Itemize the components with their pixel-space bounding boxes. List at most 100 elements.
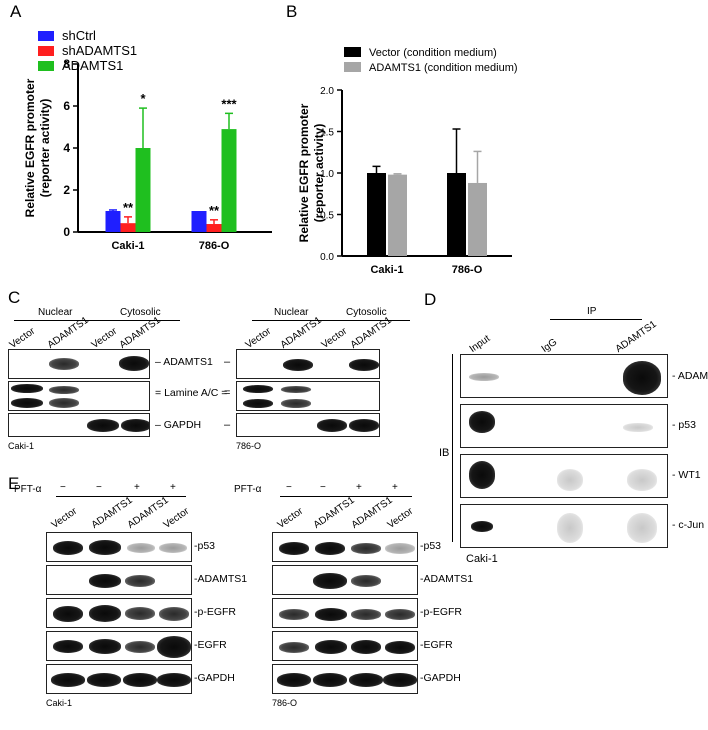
treatment-sign: + <box>392 482 398 493</box>
blot-c-left-gapdh <box>8 413 150 437</box>
blot-e-right-egfr <box>272 631 418 661</box>
bar <box>447 173 466 256</box>
group-label-nuclear: Nuclear <box>274 307 309 318</box>
lane-label: Vector <box>319 325 350 351</box>
legend-label: shCtrl <box>62 28 96 43</box>
cell-line-label: 786-O <box>236 441 262 451</box>
treatment-label: PFT-α <box>234 484 262 495</box>
y-axis-label: (reporter activity) <box>312 124 326 223</box>
x-tick-label: Caki-1 <box>111 240 144 252</box>
tick-mark: – <box>224 419 231 431</box>
legend-swatch <box>38 31 54 41</box>
marker-label: - p53 <box>672 419 696 431</box>
blot-c-right-lamine <box>236 381 380 411</box>
y-axis-label: (reporter activity) <box>38 99 52 198</box>
lane-label: ADAMTS1 <box>613 318 659 355</box>
y-axis-label: Relative EGFR promoter <box>297 103 311 242</box>
legend-label: shADAMTS1 <box>62 43 137 58</box>
group-underline <box>14 320 104 321</box>
marker-label: -EGFR <box>420 639 453 651</box>
cell-line-label: Caki-1 <box>466 553 498 565</box>
treatment-sign: − <box>96 482 102 493</box>
marker-label: -ADAMTS1 <box>194 573 248 585</box>
lane-label: Input <box>467 333 493 355</box>
y-tick-label: 0.0 <box>320 252 334 263</box>
cell-line-label: Caki-1 <box>46 698 73 708</box>
marker-label: -ADAMTS1 <box>420 573 474 585</box>
marker-label: -p53 <box>194 540 216 552</box>
blot-e-right-p53 <box>272 532 418 562</box>
treatment-sign: + <box>170 482 176 493</box>
blot-d-cjun <box>460 504 668 548</box>
bar <box>388 174 407 256</box>
marker-label: -GAPDH <box>194 672 235 684</box>
blot-e-left-pegfr <box>46 598 192 628</box>
blot-c-right-adamts1 <box>236 349 380 379</box>
treatment-sign: − <box>320 482 326 493</box>
marker-label: -p-EGFR <box>194 606 237 618</box>
lane-label: Vector <box>161 505 192 531</box>
treatment-underline <box>280 496 412 497</box>
panel-label-b: B <box>286 2 298 21</box>
lane-label: Vector <box>7 325 38 351</box>
panel-label-a: A <box>10 2 22 21</box>
lane-label: IgG <box>539 336 560 355</box>
blot-e-left-adamts1 <box>46 565 192 595</box>
lane-label: Vector <box>49 505 80 531</box>
ib-label: IB <box>439 447 450 459</box>
panel-label-e: E <box>8 474 20 493</box>
blot-d-wt1 <box>460 454 668 498</box>
bar <box>105 211 121 232</box>
y-tick-label: 0.5 <box>320 211 334 222</box>
group-label-cytosolic: Cytosolic <box>346 307 387 318</box>
bar <box>191 211 207 232</box>
ib-bracket <box>452 354 453 542</box>
significance-label: * <box>140 91 146 106</box>
blot-e-right-adamts1 <box>272 565 418 595</box>
treatment-sign: − <box>286 482 292 493</box>
treatment-label: PFT-α <box>14 484 42 495</box>
blot-e-left-gapdh <box>46 664 192 694</box>
x-tick-label: 786-O <box>452 264 483 276</box>
y-tick-label: 4 <box>63 141 70 155</box>
legend-label: ADAMTS1 <box>62 58 123 73</box>
bar <box>468 182 487 256</box>
lane-label: Vector <box>243 325 274 351</box>
y-tick-label: 8 <box>63 57 70 71</box>
marker-label-lamine: = Lamine A/C = <box>155 387 228 399</box>
treatment-sign: + <box>134 482 140 493</box>
bar <box>221 129 237 232</box>
treatment-sign: − <box>60 482 66 493</box>
group-underline <box>100 320 180 321</box>
treatment-sign: + <box>356 482 362 493</box>
blot-e-right-pegfr <box>272 598 418 628</box>
marker-label: - c-Jun <box>672 519 705 531</box>
y-tick-label: 0 <box>63 225 70 239</box>
lane-label: Vector <box>89 325 120 351</box>
marker-label: -p-EGFR <box>420 606 463 618</box>
panel-label-d: D <box>424 290 437 309</box>
blot-e-left-p53 <box>46 532 192 562</box>
bar <box>120 223 136 232</box>
marker-label: - ADAMTS1 <box>672 370 708 382</box>
legend-swatch <box>38 61 54 71</box>
marker-label-gapdh: – GAPDH <box>155 419 202 431</box>
y-tick-label: 1.0 <box>320 169 334 180</box>
cell-line-label: Caki-1 <box>8 441 35 451</box>
treatment-underline <box>56 496 186 497</box>
legend-label: ADAMTS1 (condition medium) <box>369 62 518 74</box>
bar <box>135 148 151 232</box>
significance-label: *** <box>221 96 237 111</box>
legend-label: Vector (condition medium) <box>369 47 497 59</box>
bar <box>206 224 222 232</box>
marker-label-adamts1: – ADAMTS1 <box>155 356 213 368</box>
blot-e-left-egfr <box>46 631 192 661</box>
chart-b: 0.0 0.5 1.0 1.5 2.0 Relative EGFR promoter (re… <box>297 47 518 276</box>
chart-a: 0 2 4 6 8 Relative EGFR promoter (reporter act… <box>23 28 272 252</box>
marker-label: -EGFR <box>194 639 227 651</box>
group-label-nuclear: Nuclear <box>38 307 73 318</box>
tick-mark: – <box>224 356 231 368</box>
group-underline <box>252 320 336 321</box>
marker-label: -GAPDH <box>420 672 461 684</box>
lane-label: Vector <box>385 505 416 531</box>
